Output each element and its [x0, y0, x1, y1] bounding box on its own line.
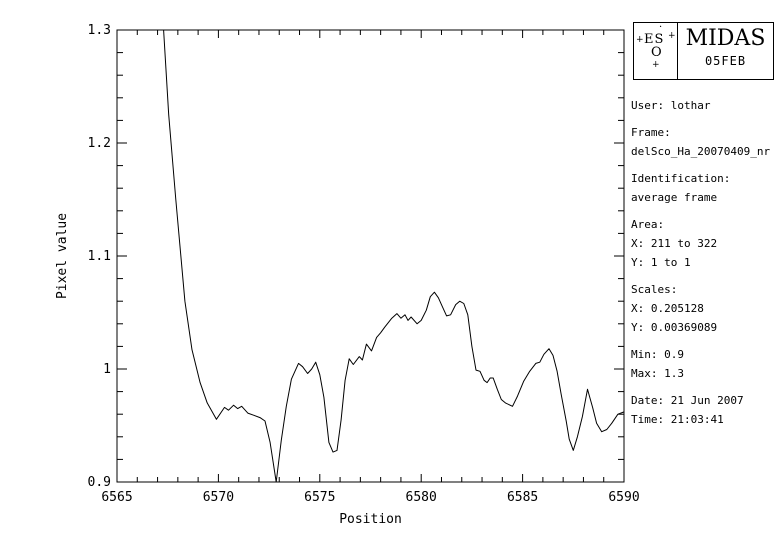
eso-logo: · + ES + O + [634, 22, 678, 79]
info-line: Scales: [631, 283, 678, 296]
eso-star-left-icon: + [636, 35, 644, 45]
info-line: average frame [631, 191, 718, 204]
eso-letter-o: O [651, 45, 662, 60]
info-line: Frame: [631, 126, 671, 139]
plot-border [116, 29, 625, 483]
info-group: Scales: X: 0.205128 Y: 0.00369089 [631, 280, 781, 337]
info-line: delSco_Ha_20070409_nr [631, 145, 771, 158]
info-group: Area: X: 211 to 322 Y: 1 to 1 [631, 215, 781, 272]
y-tick-label: 1.1 [88, 249, 111, 264]
info-line: Identification: [631, 172, 731, 185]
x-tick-label: 6575 [304, 490, 335, 505]
info-line: Area: [631, 218, 665, 231]
eso-letters: ES [644, 32, 665, 47]
x-tick-label: 6590 [608, 490, 639, 505]
x-axis-title: Position [339, 512, 402, 527]
y-axis-title: Pixel value [55, 213, 70, 299]
x-tick-label: 6565 [101, 490, 132, 505]
midas-title-cell: MIDAS 05FEB [678, 23, 773, 79]
midas-logo-box: · + ES + O + MIDAS 05FEB [633, 22, 774, 80]
y-tick-label: 0.9 [88, 475, 111, 490]
eso-star-dot-icon: · [659, 22, 663, 33]
info-group: Identification: average frame [631, 169, 781, 207]
eso-star-bottom-icon: + [652, 60, 660, 70]
eso-star-right-icon: + [668, 31, 676, 41]
info-line: X: 211 to 322 [631, 237, 718, 250]
info-line: Max: 1.3 [631, 367, 684, 380]
spectrum-line [163, 29, 625, 483]
info-panel: User: lothar Frame: delSco_Ha_20070409_nr I… [631, 96, 781, 437]
x-tick-label: 6585 [507, 490, 538, 505]
info-group: Min: 0.9 Max: 1.3 [631, 345, 781, 383]
info-line: X: 0.205128 [631, 302, 704, 315]
info-line: Time: 21:03:41 [631, 413, 724, 426]
info-line: Y: 1 to 1 [631, 256, 691, 269]
y-tick-label: 1.2 [88, 136, 111, 151]
info-line: Y: 0.00369089 [631, 321, 718, 334]
info-group: Frame: delSco_Ha_20070409_nr [631, 123, 781, 161]
info-group: User: lothar [631, 96, 781, 115]
y-tick-label: 1.3 [88, 23, 111, 38]
info-group: Date: 21 Jun 2007 Time: 21:03:41 [631, 391, 781, 429]
midas-version: 05FEB [704, 54, 747, 68]
info-line: Min: 0.9 [631, 348, 684, 361]
y-tick-label: 1 [103, 362, 111, 377]
x-tick-label: 6570 [203, 490, 234, 505]
info-line: Date: 21 Jun 2007 [631, 394, 744, 407]
info-line: User: lothar [631, 99, 711, 112]
x-tick-label: 6580 [406, 490, 437, 505]
midas-title: MIDAS [685, 26, 766, 51]
